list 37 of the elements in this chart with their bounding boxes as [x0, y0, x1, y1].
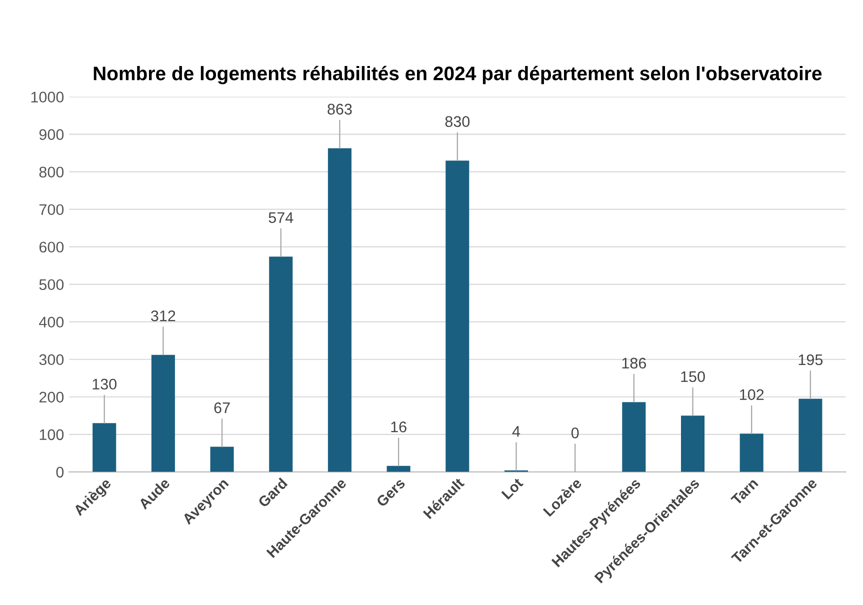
bar — [740, 434, 764, 472]
data-label: 863 — [328, 104, 352, 115]
bar — [269, 256, 293, 472]
data-label: 4 — [512, 426, 520, 437]
data-label: 67 — [214, 402, 230, 414]
data-label: 16 — [391, 422, 406, 432]
y-tick-label: 1000 — [31, 92, 64, 102]
y-tick-label: 700 — [39, 204, 64, 216]
data-label: 130 — [92, 378, 116, 390]
y-tick-label: 0 — [56, 466, 64, 478]
y-tick-label: 200 — [39, 392, 64, 403]
data-label: 150 — [681, 371, 705, 382]
bar — [92, 423, 116, 472]
y-tick-label: 300 — [39, 354, 64, 366]
bar — [151, 354, 175, 472]
data-label: 0 — [571, 428, 579, 438]
y-tick-label: 900 — [39, 129, 64, 140]
bar — [798, 398, 822, 472]
bar — [622, 402, 646, 472]
bar — [680, 416, 705, 472]
data-label: 195 — [798, 354, 823, 366]
data-label: 574 — [268, 212, 294, 224]
bar — [328, 148, 352, 472]
y-tick-label: 400 — [39, 316, 64, 328]
y-tick-label: 600 — [39, 242, 64, 253]
y-tick-label: 800 — [39, 166, 64, 178]
y-tick-label: 500 — [39, 279, 64, 290]
data-label: 186 — [622, 358, 646, 369]
bar — [386, 466, 410, 472]
bar — [446, 160, 470, 472]
y-tick-label: 100 — [40, 429, 64, 440]
chart-title: Nombre de logements réhabilités en 2024 par département selon l'observatoire — [94, 66, 822, 84]
data-label: 312 — [151, 310, 176, 322]
data-label: 102 — [740, 389, 764, 400]
data-label: 830 — [445, 116, 470, 127]
bar — [210, 446, 234, 472]
x-tick-label: Lot — [501, 477, 524, 500]
